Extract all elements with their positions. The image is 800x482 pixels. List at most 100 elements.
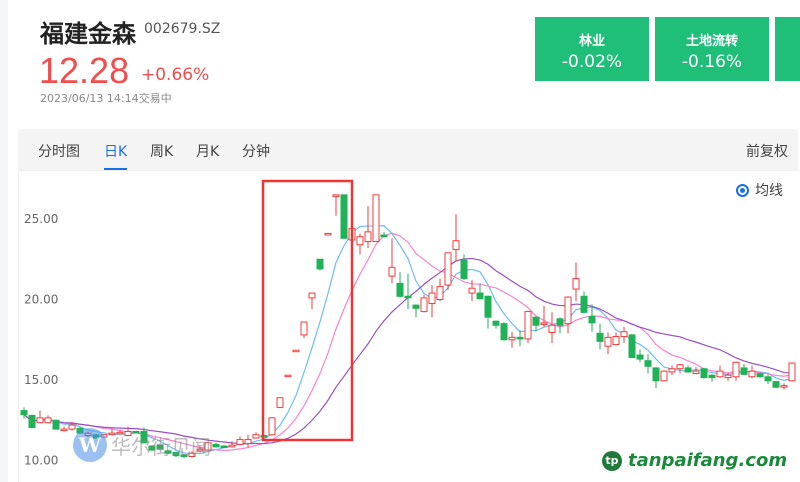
- ma-toggle[interactable]: 均线: [736, 180, 783, 200]
- candle-body: [212, 443, 220, 448]
- sector-tile-forestry[interactable]: 林业 -0.02%: [535, 17, 649, 81]
- candle-body: [196, 448, 204, 452]
- candle-body: [644, 360, 652, 367]
- ma5-line: [23, 225, 793, 455]
- trade-time: 2023/06/13 14:14交易中: [40, 92, 172, 105]
- candle-body: [516, 336, 524, 340]
- candle-body: [388, 266, 396, 277]
- tab-minute[interactable]: 分钟: [242, 144, 270, 160]
- candle-body: [676, 364, 684, 370]
- candle-body: [468, 287, 476, 294]
- watermark-wallstreetcn: W 华尔街见闻: [73, 428, 211, 462]
- tab-weekly-k[interactable]: 周K: [150, 144, 174, 160]
- candle-body: [20, 410, 28, 416]
- candle-body: [484, 295, 492, 318]
- stock-code: 002679.SZ: [144, 21, 221, 37]
- tab-daily-k[interactable]: 日K: [104, 141, 128, 170]
- candle-body: [308, 292, 316, 299]
- candle-body: [188, 452, 196, 457]
- candle-body: [396, 282, 404, 297]
- tanpaifang-logo-icon: tp: [602, 450, 622, 471]
- candle-body: [276, 397, 284, 408]
- candle-body: [788, 362, 796, 382]
- candle-body: [492, 320, 500, 326]
- candle-body: [780, 385, 788, 388]
- adjust-forward-button[interactable]: 前复权: [746, 144, 788, 160]
- candle-body: [28, 414, 36, 428]
- tile-title: 林业: [578, 34, 605, 49]
- tab-monthly-k[interactable]: 月K: [196, 144, 220, 160]
- radio-icon[interactable]: [736, 183, 749, 197]
- candle-body: [564, 296, 572, 325]
- candle-body: [436, 286, 444, 300]
- candle-body: [596, 332, 604, 342]
- candle-body: [524, 311, 532, 340]
- y-tick-label: 10.00: [24, 454, 58, 468]
- candle-body: [612, 336, 620, 346]
- candle-body: [316, 258, 324, 270]
- candle-body: [716, 370, 724, 378]
- candle-body: [700, 368, 708, 379]
- candle-body: [292, 349, 300, 353]
- watermark-tanpaifang: tp tanpaifang.com: [602, 450, 787, 471]
- tab-intraday[interactable]: 分时图: [38, 144, 80, 160]
- candle-body: [668, 368, 676, 373]
- candle-body: [652, 367, 660, 382]
- candle-body: [228, 444, 236, 448]
- candle-body: [404, 295, 412, 299]
- candle-body: [164, 450, 172, 454]
- candle-body: [580, 295, 588, 313]
- candle-body: [204, 442, 212, 451]
- watermark-text: 华尔街见闻: [111, 434, 211, 459]
- candle-body: [116, 431, 124, 435]
- sector-tile-land[interactable]: 土地流转 -0.16%: [655, 17, 769, 81]
- candle-body: [236, 439, 244, 445]
- candle-body: [172, 451, 180, 457]
- tile-value: -0.02%: [561, 52, 623, 72]
- candle-body: [636, 354, 644, 360]
- candle-body: [132, 431, 140, 434]
- tile-title: 土地流转: [685, 34, 738, 49]
- candle-body: [740, 367, 748, 375]
- sector-tile-partial[interactable]: [775, 17, 800, 81]
- wallstreetcn-logo-icon: W: [73, 428, 107, 462]
- candle-body: [44, 417, 52, 424]
- candle-body: [532, 316, 540, 326]
- candle-body: [68, 424, 76, 430]
- candle-body: [460, 259, 468, 280]
- ma10-line: [23, 232, 793, 451]
- chart-panel: [18, 170, 798, 482]
- candle-body: [428, 292, 436, 305]
- candle-body: [332, 194, 340, 197]
- candle-body: [684, 367, 692, 373]
- y-tick-label: 15.00: [24, 373, 58, 387]
- candle-body: [364, 231, 372, 243]
- stock-price: 12.28: [39, 50, 130, 91]
- ma-toggle-label: 均线: [755, 183, 783, 199]
- y-tick-label: 20.00: [24, 293, 58, 307]
- price-change: +0.66%: [141, 65, 210, 85]
- candle-body: [540, 322, 548, 325]
- candle-body: [452, 240, 460, 251]
- candle-body: [252, 434, 260, 439]
- candle-body: [420, 297, 428, 313]
- candle-body: [148, 445, 156, 451]
- candle-body: [340, 194, 348, 239]
- candle-body: [372, 194, 380, 243]
- candle-body: [660, 370, 668, 382]
- candle-body: [300, 321, 308, 336]
- candle-body: [756, 373, 764, 378]
- candle-body: [748, 370, 756, 378]
- candle-body: [324, 232, 332, 236]
- candle-body: [764, 376, 772, 382]
- candle-body: [220, 445, 228, 449]
- candle-body: [412, 304, 420, 309]
- candle-body: [356, 236, 364, 246]
- candle-body: [124, 431, 132, 437]
- candle-body: [732, 361, 740, 378]
- candle-body: [284, 374, 292, 378]
- candle-body: [500, 323, 508, 341]
- y-tick-label: 25.00: [24, 212, 58, 226]
- candle-body: [508, 336, 516, 341]
